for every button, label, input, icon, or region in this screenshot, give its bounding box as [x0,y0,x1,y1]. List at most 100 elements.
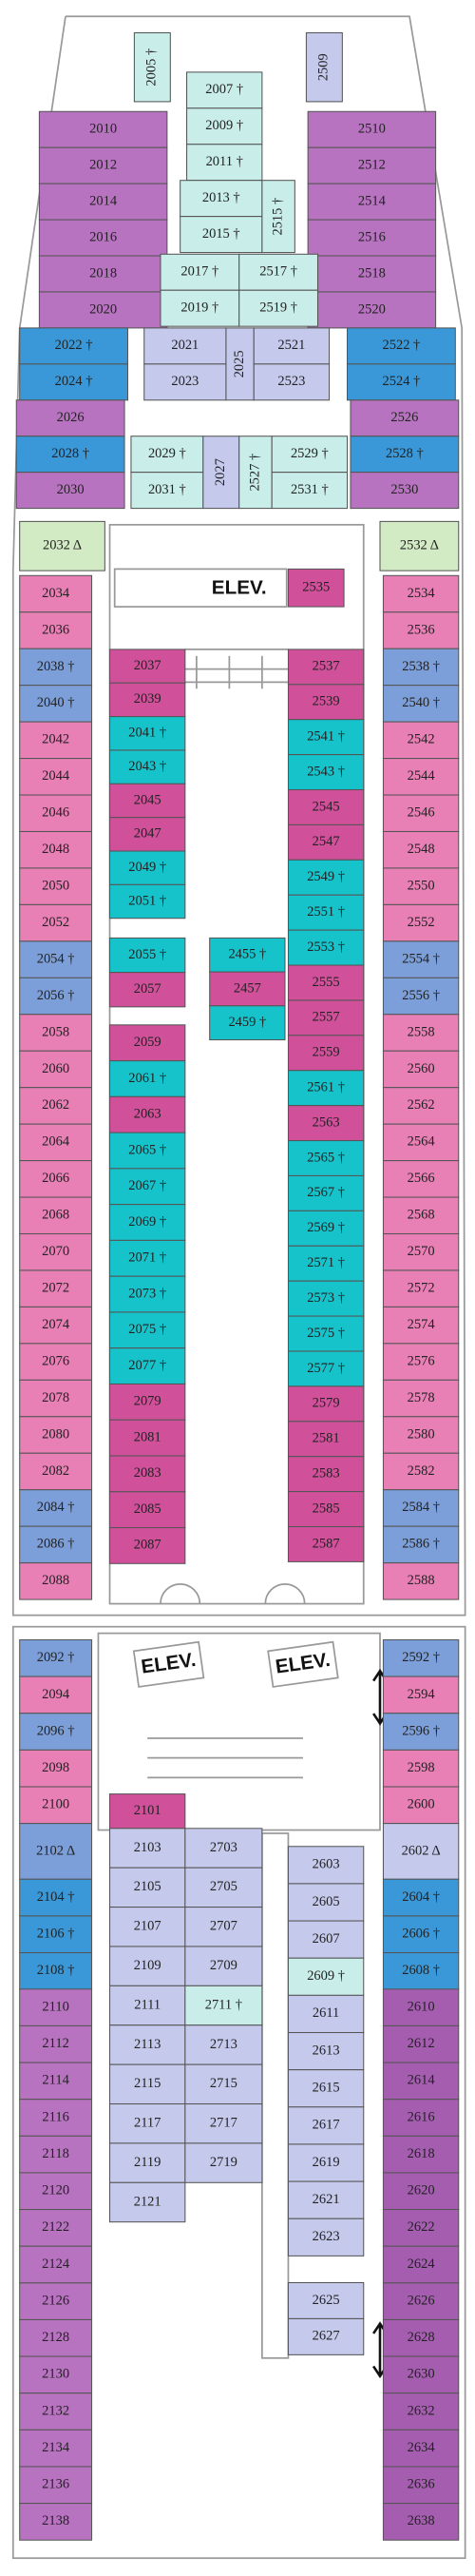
cabin-label: 2538 † [402,659,440,674]
cabin [160,289,240,327]
cabin [287,719,365,756]
cabin [287,1140,365,1176]
cabin [130,472,204,510]
cabin-label: 2027 [213,458,228,486]
cabin [307,183,437,221]
cabin-label: 2044 [42,768,70,784]
cabin-label: 2529 † [291,446,329,461]
cabin [307,219,437,257]
cabin-label: 2061 † [128,1071,166,1086]
cabin [19,685,93,723]
cabin [287,1491,365,1528]
cabin [184,1907,263,1947]
cabin-label: 2102 Δ [36,1843,75,1858]
cabin [108,749,186,784]
cabin-label: 2067 † [128,1178,166,1193]
cabin [287,1883,365,1922]
cabin [184,1828,263,1869]
cabin-label: 2585 [313,1501,340,1516]
cabin-label: 2082 [42,1463,69,1479]
cabin-label: 2032 Δ [43,538,82,553]
cabin-label: 2614 [408,2073,436,2088]
cabin-label: 2634 [408,2440,436,2455]
cabin-label: 2049 † [128,860,166,875]
cabin-label: 2077 † [128,1358,166,1373]
cabin [382,1823,460,1880]
cabin [382,758,460,796]
cabin-label: 2517 † [259,264,297,280]
cabin [382,1269,460,1307]
cabin-label: 2552 [408,915,435,930]
cabin-label: 2055 † [128,947,166,962]
cabin [287,1210,365,1247]
cabin-label: 2020 [89,301,117,317]
cabin-label: 2519 † [259,300,297,316]
cabin-label: 2580 [408,1426,435,1442]
cabin-label: 2611 [313,2005,339,2021]
cabin [19,1675,93,1714]
cabin-label: 2604 † [402,1889,440,1905]
cabin [19,327,128,365]
cabin-label: 2086 † [37,1537,75,1552]
cabin-label: 2715 [210,2076,238,2091]
cabin-label: 2558 [408,1024,435,1039]
cabin-label: 2521 [277,338,305,353]
cabin [19,1379,93,1418]
cabin-label: 2132 [42,2403,69,2418]
cabin [382,977,460,1016]
cabin [108,1347,186,1385]
cabin-label: 2134 [42,2440,70,2455]
cabin [184,1946,263,1986]
cabin [382,2099,460,2137]
cabin-label: 2084 † [37,1500,75,1515]
cabin-label: 2039 [134,691,162,707]
cabin [382,1452,460,1491]
cabin [307,255,437,293]
cabin [108,2063,186,2105]
cabin [287,754,365,791]
cabin-label: 2594 [408,1687,436,1702]
cabin-label: 2528 † [386,446,424,461]
cabin-label: 2603 [313,1857,340,1872]
cabin-label: 2546 [408,805,435,821]
cabin-label: 2582 [408,1463,435,1479]
cabin-label: 2122 [42,2219,69,2235]
cabin-label: 2566 [408,1171,435,1186]
cabin-label: 2605 [313,1894,340,1909]
cabin [382,574,460,613]
cabin-label: 2618 [408,2146,435,2161]
cabin-label: 2527 † [247,454,262,492]
cabin-label: 2034 [42,586,70,601]
cabin [382,1343,460,1381]
cabin-label: 2080 [42,1426,69,1442]
cabin [19,611,93,649]
cabin [382,867,460,905]
cabin-label: 2627 [313,2329,340,2344]
cabin-label: 2017 † [180,264,218,280]
cabin-label: 2025 [232,350,247,378]
cabin-label: 2029 † [148,446,186,461]
cabin-label: 2106 † [37,1927,75,1942]
cabin-label: 2031 † [148,482,186,497]
cabin-label: 2516 [358,229,386,244]
cabin-label: 2070 [42,1244,69,1259]
cabin-label: 2625 [313,2293,340,2308]
cabin-label: 2023 [171,374,199,389]
cabin-label: 2096 † [37,1723,75,1738]
cabin-label: 2636 [408,2477,435,2492]
cabin [225,327,255,401]
cabin [108,1168,186,1206]
cabin-label: 2030 [57,482,85,497]
cabin-label: 2515 † [270,198,285,236]
cabin-label: 2105 [134,1879,162,1894]
cabin [19,1232,93,1271]
cabin-label: 2632 [408,2403,435,2418]
cabin [108,850,186,885]
cabin-label: 2522 † [383,338,421,353]
cabin [382,1675,460,1714]
cabin-label: 2512 [358,158,386,173]
cabin-label: 2110 [42,1999,68,2014]
cabin-label: 2524 † [383,374,421,389]
cabin-label: 2071 † [128,1250,166,1266]
cabin-label: 2115 [134,2076,161,2091]
